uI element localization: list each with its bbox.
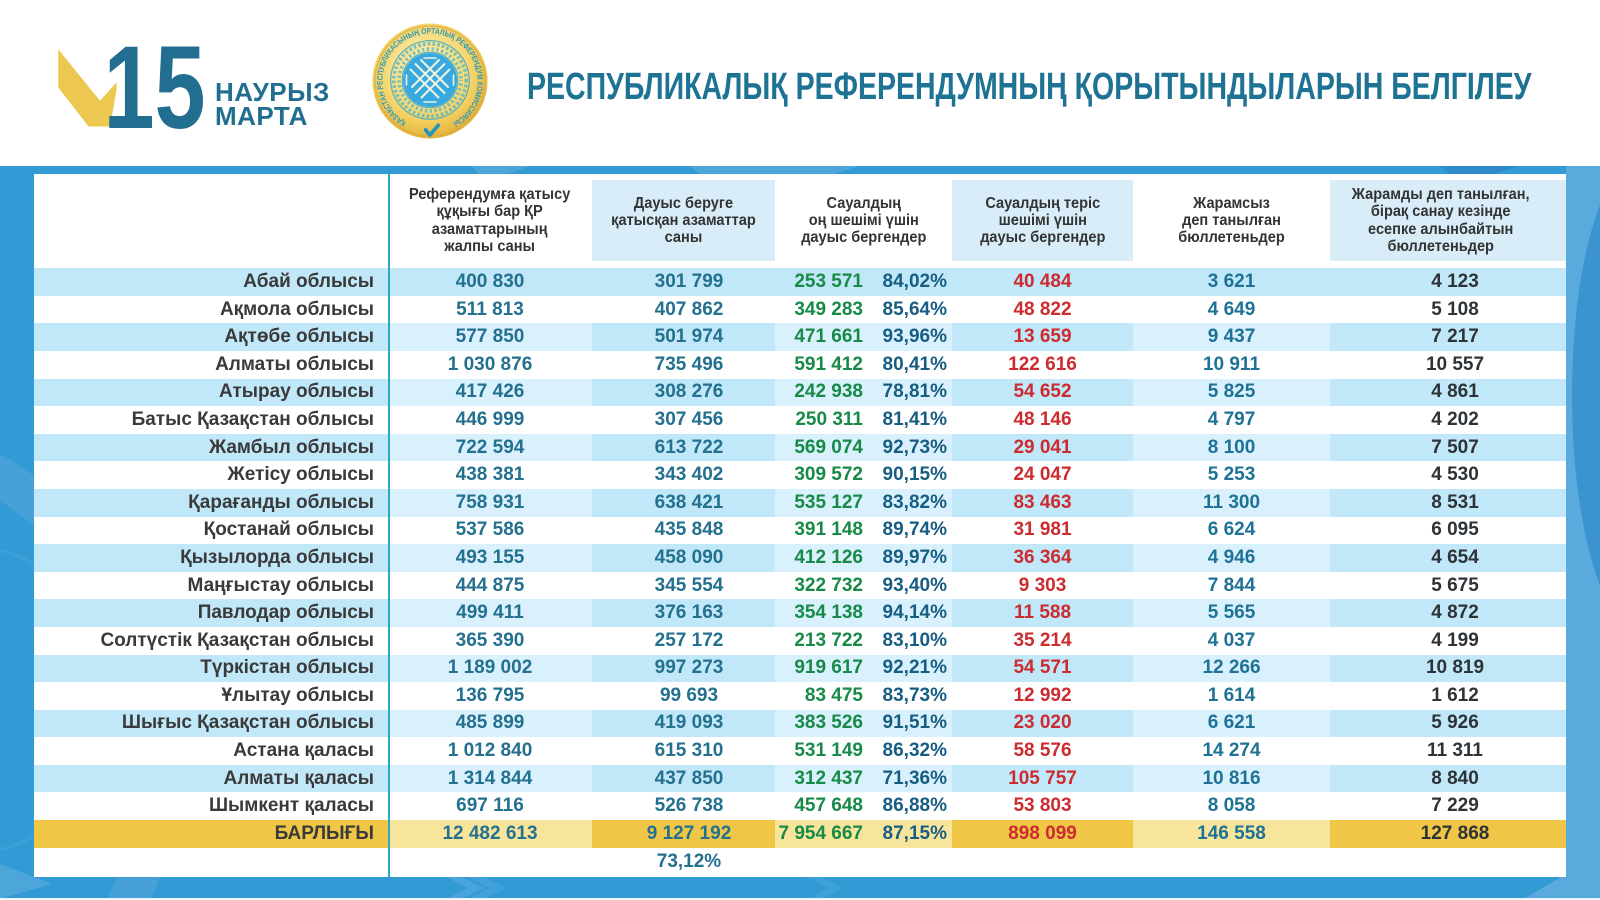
svg-text:МАРТА: МАРТА — [215, 101, 308, 131]
svg-text:15: 15 — [104, 30, 206, 150]
svg-text:НАУРЫЗ: НАУРЫЗ — [215, 77, 330, 107]
